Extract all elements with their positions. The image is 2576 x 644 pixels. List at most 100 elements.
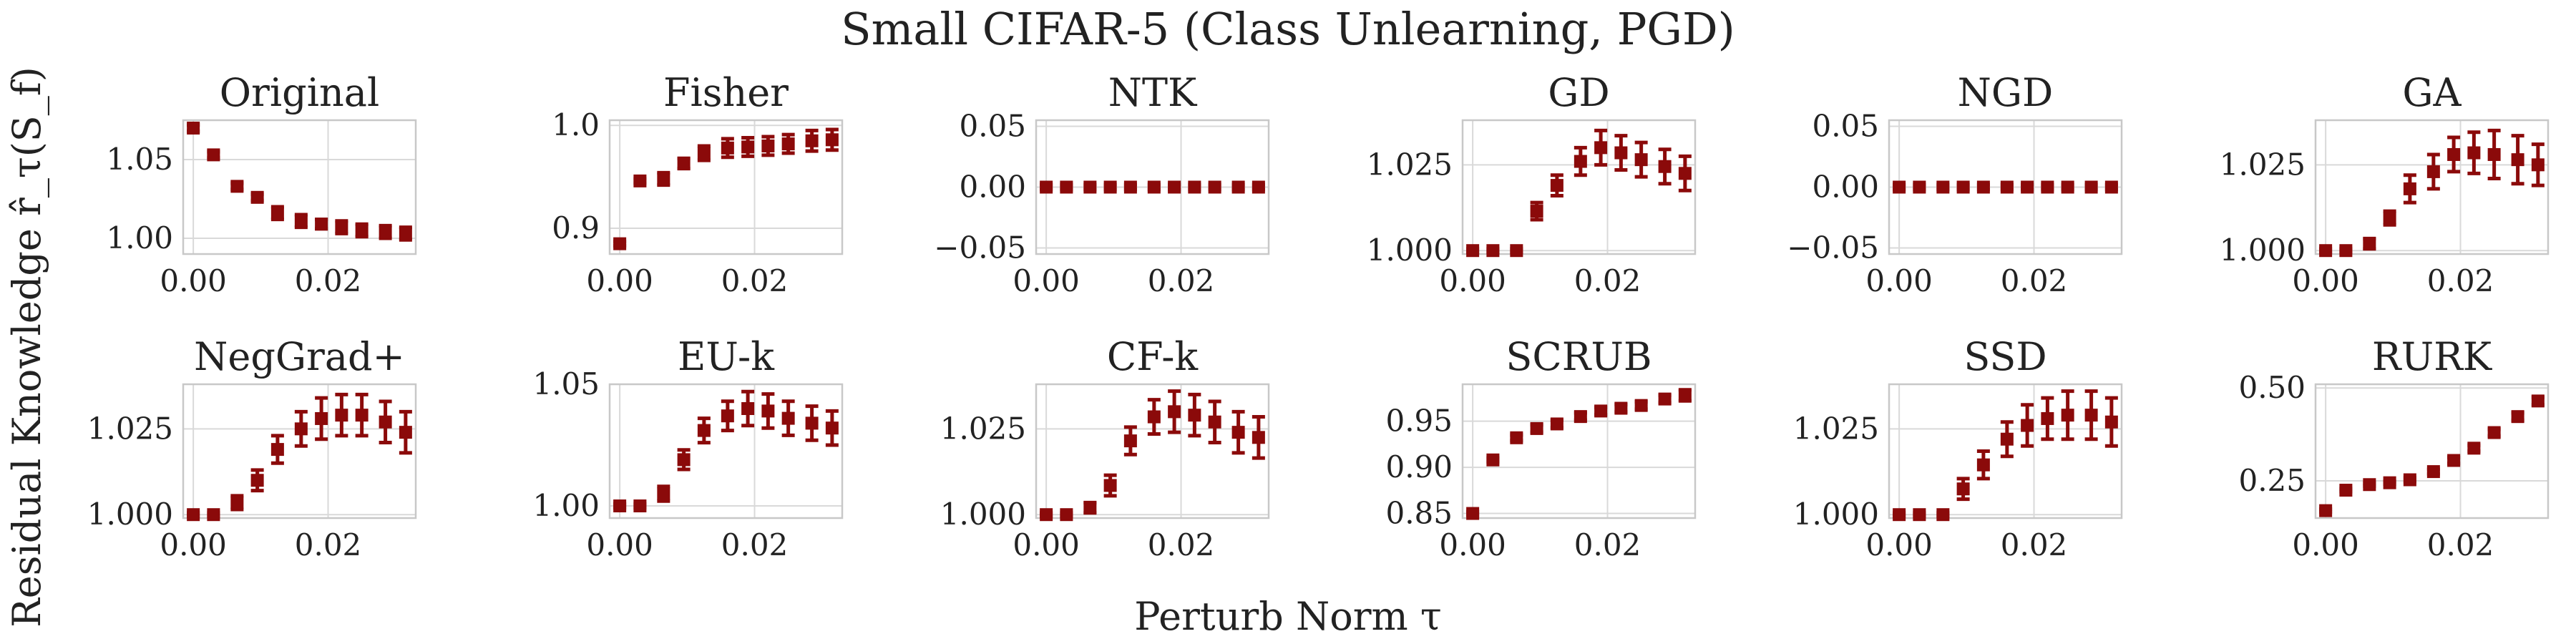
figure-title: Small CIFAR-5 (Class Unlearning, PGD) [841, 3, 1735, 55]
marker [1678, 389, 1692, 402]
data-point [2531, 142, 2545, 187]
data-point [1550, 173, 1563, 197]
panel-neggrad: NegGrad+ 0.00 0.02 1.000 1.025 [87, 334, 417, 562]
marker [1168, 405, 1181, 419]
marker [355, 409, 369, 422]
marker [2104, 415, 2118, 429]
axes-frame [182, 119, 417, 255]
marker [2000, 180, 2014, 194]
marker [1574, 410, 1587, 424]
marker [1466, 507, 1480, 520]
data-point [1040, 508, 1053, 522]
marker [2487, 426, 2501, 439]
y-tick-label: 0.85 [1385, 496, 1453, 531]
data-point [697, 416, 711, 445]
x-tick-label: 0.00 [586, 527, 653, 562]
data-point [1614, 134, 1628, 172]
data-point [2467, 130, 2481, 175]
panel-title: SSD [1963, 334, 2046, 379]
marker [2383, 476, 2396, 489]
marker [1208, 415, 1221, 429]
data-point [2487, 426, 2501, 439]
data-point [315, 396, 328, 441]
marker [1486, 453, 1500, 467]
data-point [1188, 392, 1201, 438]
y-tick-label: 1.000 [1367, 233, 1453, 268]
data-point [1530, 200, 1543, 222]
data-point [1594, 128, 1608, 167]
data-point [2339, 484, 2353, 497]
marker [335, 409, 348, 422]
data-point [1231, 180, 1245, 194]
marker [781, 137, 795, 151]
y-tick-label: 1.025 [2220, 147, 2306, 182]
data-point [2511, 134, 2524, 186]
y-tick-label: 1.05 [532, 366, 600, 401]
data-point [1550, 417, 1563, 431]
marker [1976, 458, 1990, 472]
data-point [270, 205, 284, 222]
marker [1060, 180, 1073, 194]
x-tick-label: 0.00 [1439, 527, 1506, 562]
marker [697, 147, 711, 160]
data-point [805, 128, 819, 153]
marker [1976, 180, 1990, 194]
x-tick-label: 0.00 [2292, 263, 2359, 298]
marker [1634, 153, 1648, 167]
marker [2041, 180, 2054, 194]
x-tick-label: 0.00 [1865, 527, 1933, 562]
marker [250, 190, 264, 204]
data-point [1208, 399, 1221, 445]
marker [1103, 479, 1117, 492]
data-point [1040, 180, 1053, 194]
x-tick-label: 0.00 [1013, 263, 1080, 298]
data-point [2061, 180, 2074, 194]
marker [2487, 147, 2501, 161]
y-tick-label: 1.00 [106, 220, 173, 255]
marker [741, 402, 755, 415]
marker [657, 172, 670, 185]
data-point [2000, 180, 2014, 194]
marker [1060, 508, 1073, 522]
marker [1913, 508, 1926, 522]
marker [2319, 504, 2333, 517]
marker [2000, 432, 2014, 446]
data-point [1466, 507, 1480, 520]
data-point [294, 409, 308, 448]
axes-frame [1888, 119, 2123, 255]
axes-frame [1035, 383, 1270, 519]
axes-frame [608, 119, 844, 255]
x-tick-label: 0.02 [2001, 263, 2068, 298]
marker [1614, 146, 1628, 160]
panel-title: RURK [2372, 334, 2493, 379]
data-point [1252, 415, 1265, 460]
data-point [1510, 244, 1523, 258]
marker [2531, 394, 2545, 408]
data-point [2426, 152, 2440, 191]
marker [2363, 237, 2376, 250]
marker [315, 218, 328, 231]
x-tick-label: 0.00 [160, 263, 227, 298]
marker [1486, 244, 1500, 258]
data-point [2000, 420, 2014, 459]
data-point [399, 409, 412, 455]
marker [1550, 417, 1563, 431]
y-tick-label: 0.05 [1812, 109, 1879, 144]
marker [1510, 431, 1523, 444]
axes-frame [1461, 119, 1697, 255]
x-tick-label: 0.00 [1865, 263, 1933, 298]
marker [1530, 205, 1543, 218]
data-point [2084, 180, 2098, 194]
panel-title: GA [2402, 70, 2462, 115]
axes-frame [182, 383, 417, 519]
data-point [1634, 140, 1648, 179]
marker [2383, 211, 2396, 225]
marker [399, 426, 412, 439]
data-point [633, 174, 647, 187]
data-point [1893, 180, 1906, 194]
data-point [677, 448, 691, 472]
data-point [1976, 449, 1990, 481]
marker [1594, 141, 1608, 155]
